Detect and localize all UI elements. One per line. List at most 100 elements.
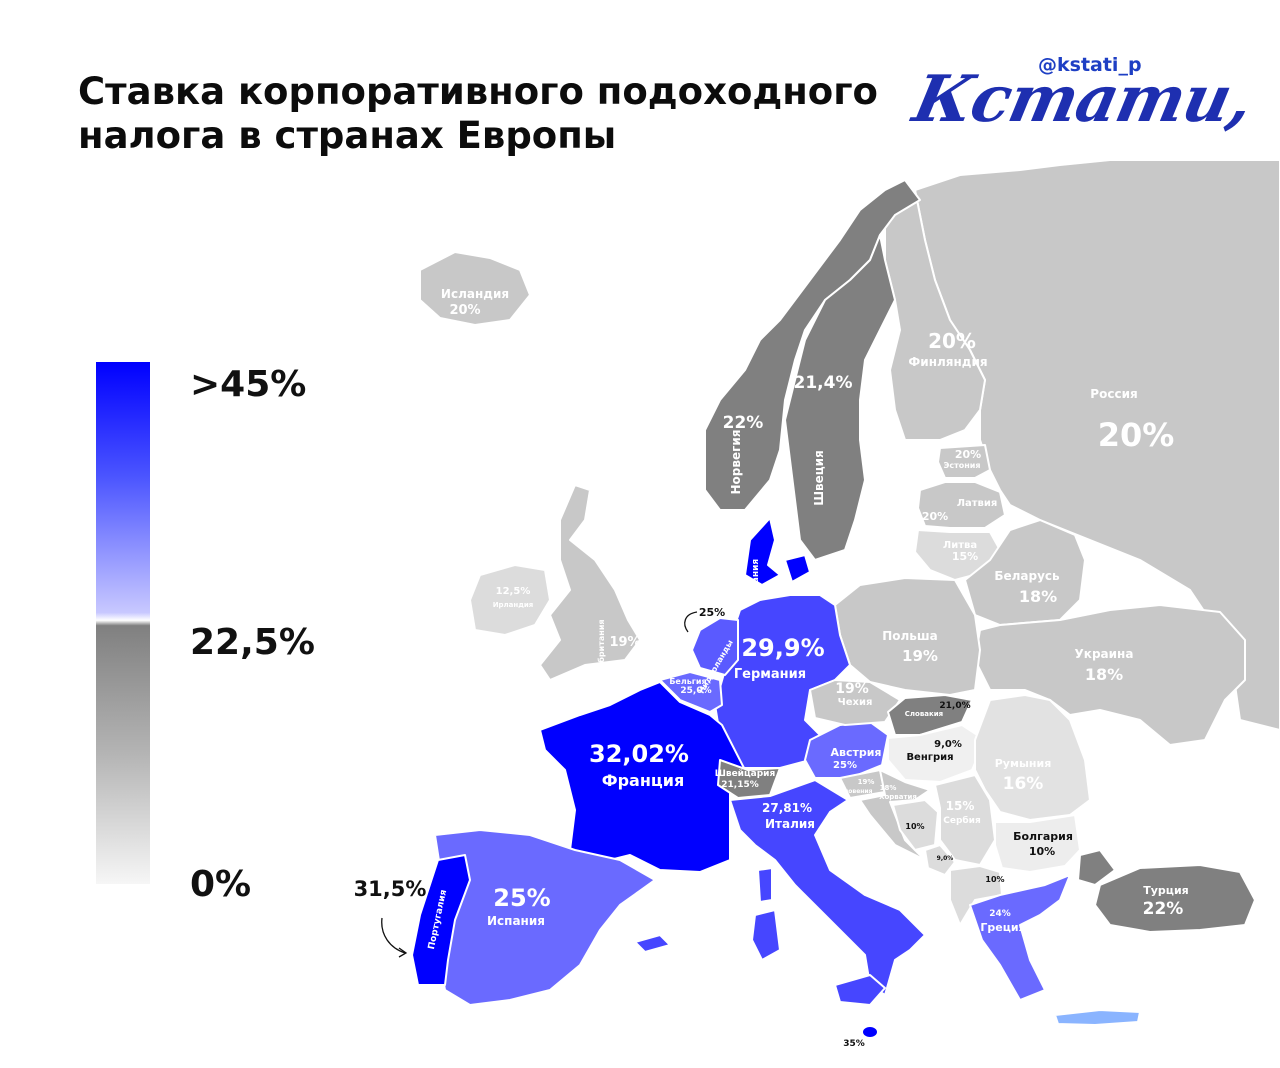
label-name-italy: Италия <box>765 817 815 831</box>
label-rate-uk: 19% <box>609 635 640 650</box>
label-name-belarus: Беларусь <box>994 569 1060 583</box>
label-name-estonia: Эстония <box>943 461 980 470</box>
island-crete <box>1054 1009 1141 1026</box>
label-rate-italy: 27,81% <box>762 801 812 815</box>
country-serbia[interactable] <box>934 774 996 866</box>
country-ukraine[interactable] <box>974 604 1246 746</box>
label-name-denmark: Дания <box>751 559 761 592</box>
label-rate-macedonia: 10% <box>985 875 1004 884</box>
country-iceland[interactable] <box>419 251 531 326</box>
label-rate-ukraine: 18% <box>1085 665 1123 684</box>
label-rate-finland: 20% <box>928 329 976 353</box>
label-name-czechia: Чехия <box>838 697 873 708</box>
label-rate-turkey: 22% <box>1143 899 1184 919</box>
label-name-spain: Испания <box>487 914 545 928</box>
label-rate-ireland: 12,5% <box>496 586 531 597</box>
country-netherlands[interactable] <box>691 617 739 676</box>
country-hungary[interactable] <box>887 724 986 783</box>
brand-handle[interactable]: @kstati_p <box>1038 54 1142 76</box>
label-rate-romania: 16% <box>1003 774 1044 794</box>
label-rate-norway: 22% <box>723 413 764 433</box>
label-name-uk: Великобритания <box>596 619 606 696</box>
label-name-turkey: Турция <box>1143 884 1188 897</box>
country-belgium[interactable] <box>659 671 723 713</box>
country-slovakia[interactable] <box>887 694 973 736</box>
label-name-latvia: Латвия <box>957 498 998 509</box>
arrow-portugal <box>381 917 406 954</box>
label-rate-netherlands: 25% <box>699 606 725 619</box>
label-name-norway: Норвегия <box>729 430 743 495</box>
country-turkey[interactable] <box>1077 849 1256 933</box>
label-name-bulgaria: Болгария <box>1013 830 1073 843</box>
country-malta[interactable] <box>863 1027 877 1037</box>
label-name-france: Франция <box>602 771 685 790</box>
island-balearic <box>634 934 671 953</box>
label-rate-estonia: 20% <box>955 448 981 461</box>
country-sweden[interactable] <box>784 234 896 561</box>
country-montenegro[interactable] <box>924 844 956 876</box>
label-rate-latvia: 20% <box>922 510 948 523</box>
label-rate-france: 32,02% <box>589 740 689 768</box>
title-line-2: налога в странах Европы <box>78 114 617 157</box>
label-rate-serbia: 15% <box>946 799 975 813</box>
label-name-switzerland: Швейцария <box>715 769 776 779</box>
label-rate-slovakia: 21,0% <box>939 701 970 711</box>
label-rate-croatia: 18% <box>880 784 897 792</box>
label-name-serbia: Сербия <box>943 815 981 826</box>
country-greece[interactable] <box>969 874 1071 1001</box>
island-sardinia <box>751 909 781 961</box>
title-line-1: Ставка корпоративного подоходного <box>78 70 878 113</box>
label-rate-sweden: 21,4% <box>794 373 853 393</box>
country-macedonia[interactable] <box>949 865 1003 926</box>
label-name-germany: Германия <box>734 667 806 682</box>
country-france[interactable] <box>539 681 746 873</box>
label-name-sweden: Швеция <box>812 450 826 506</box>
label-rate-portugal: 31,5% <box>354 877 427 901</box>
label-name-slovenia: Словения <box>840 788 873 795</box>
label-rate-belarus: 18% <box>1019 587 1057 606</box>
country-austria[interactable] <box>804 721 889 779</box>
label-rate-poland: 19% <box>902 647 938 665</box>
country-denmark[interactable] <box>744 517 811 586</box>
label-name-romania: Румыния <box>995 757 1052 770</box>
country-germany[interactable] <box>714 594 851 769</box>
label-name-finland: Финляндия <box>908 355 987 369</box>
label-rate-montenegro: 9,0% <box>937 855 954 862</box>
country-portugal[interactable] <box>411 854 471 986</box>
country-ireland[interactable] <box>469 564 551 636</box>
label-rate-belgium: 25,0% <box>680 686 711 696</box>
country-estonia[interactable] <box>937 444 991 479</box>
label-name-slovakia: Словакия <box>905 710 943 718</box>
label-rate-greece: 24% <box>989 909 1011 919</box>
island-corsica <box>757 867 773 903</box>
label-rate-hungary: 9,0% <box>934 739 962 750</box>
country-bulgaria[interactable] <box>994 814 1081 873</box>
label-rate-lithuania: 15% <box>952 550 978 563</box>
country-finland[interactable] <box>884 189 986 441</box>
label-name-belgium: Бельгия <box>669 677 706 686</box>
arrow-netherlands <box>684 611 698 633</box>
country-italy[interactable] <box>729 779 926 996</box>
label-rate-austria: 25% <box>833 760 857 771</box>
legend-label-low: 0% <box>190 864 252 905</box>
label-name-austria: Австрия <box>830 746 881 759</box>
label-rate-russia: 20% <box>1098 416 1175 454</box>
label-rate-iceland: 20% <box>449 303 480 318</box>
label-rate-bosnia: 10% <box>905 822 924 831</box>
country-labels: Исландия 20% 22% Норвегия 21,4% Швеция 2… <box>354 287 1189 1049</box>
label-name-ireland: Ирландия <box>493 601 534 609</box>
legend-label-mid: 22,5% <box>190 622 315 663</box>
label-name-lithuania: Литва <box>943 540 977 551</box>
label-rate-bulgaria: 10% <box>1029 845 1055 858</box>
country-romania[interactable] <box>974 694 1091 821</box>
country-latvia[interactable] <box>917 481 1006 529</box>
label-name-hungary: Венгрия <box>906 752 953 763</box>
country-belarus[interactable] <box>964 519 1086 626</box>
label-name-russia: Россия <box>1090 387 1137 401</box>
arrowhead-portugal <box>398 947 408 958</box>
country-bosnia[interactable] <box>892 799 939 851</box>
label-rate-switzerland: 21,15% <box>721 780 759 790</box>
label-rate-spain: 25% <box>493 884 550 912</box>
country-uk[interactable] <box>539 484 641 681</box>
